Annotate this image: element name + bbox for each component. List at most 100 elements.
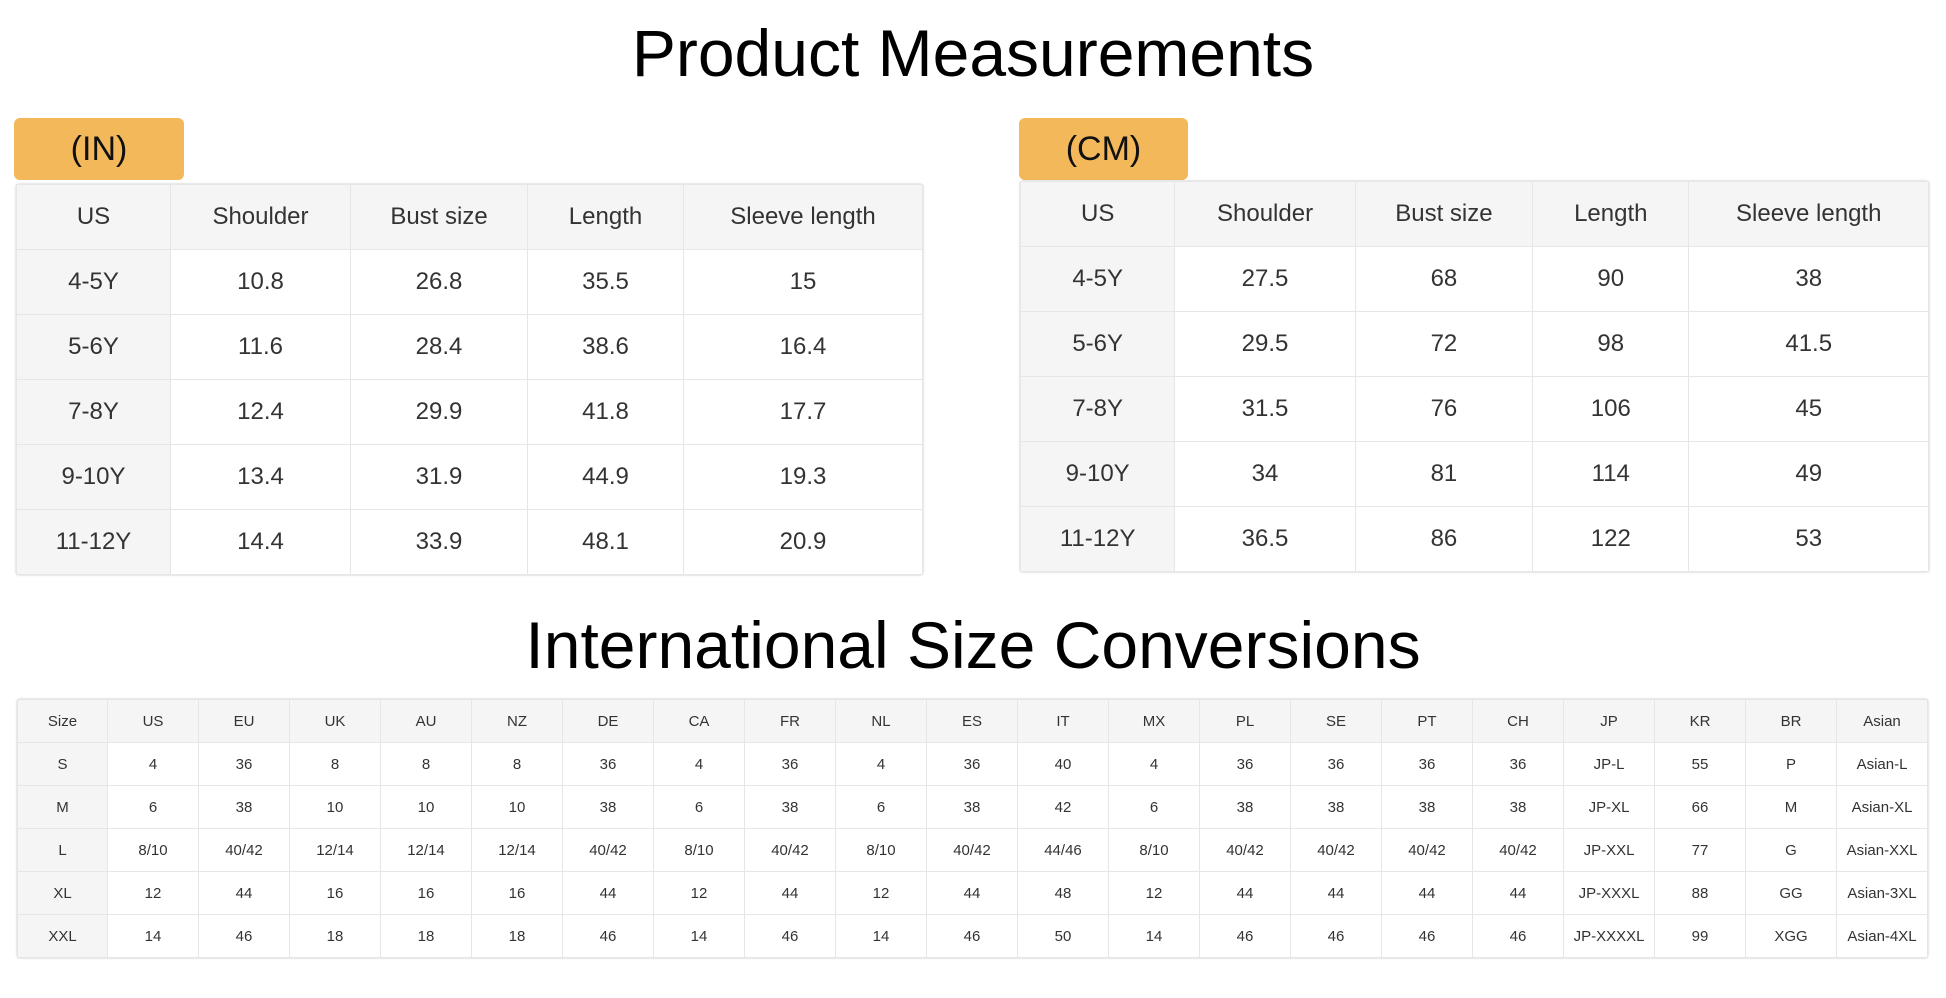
table-cell: JP-XXXL [1563,871,1655,915]
table-cell: 12/14 [380,828,472,872]
table-row: 11-12Y 36.5 86 122 53 [1019,506,1929,572]
table-row: L 8/10 40/42 12/14 12/14 12/14 40/42 8/10 40/42 8… [17,828,1928,872]
table-cell: 4 [653,742,745,786]
row-label: 9-10Y [1019,441,1176,507]
table-cell: 44 [198,871,290,915]
table-cell: 98 [1532,311,1690,377]
table-cell: 49 [1688,441,1929,507]
table-cell: 14 [835,914,927,958]
table-cell: 36 [1290,742,1382,786]
table-cell: 36 [1472,742,1564,786]
table-cell: 12/14 [289,828,381,872]
table-cell: 44 [1472,871,1564,915]
column-header: US [107,699,199,743]
column-header: KR [1654,699,1746,743]
table-cell: Asian-L [1836,742,1928,786]
column-header: PT [1381,699,1473,743]
table-cell: 38.6 [527,314,684,380]
row-label: 4-5Y [1019,246,1176,312]
row-label: 9-10Y [16,444,171,510]
table-cell: 40/42 [1199,828,1291,872]
column-header: MX [1108,699,1200,743]
table-cell: 12 [1108,871,1200,915]
table-cell: 46 [926,914,1018,958]
table-cell: 40/42 [744,828,836,872]
table-cell: 38 [562,785,654,829]
table-cell: 14 [1108,914,1200,958]
column-header: CH [1472,699,1564,743]
table-cell: 44/46 [1017,828,1109,872]
table-cell: 33.9 [350,509,528,575]
table-cell: 40 [1017,742,1109,786]
table-cell: 40/42 [562,828,654,872]
header-row: Size US EU UK AU NZ DE CA FR NL ES IT MX PL SE PT CH JP KR… [17,699,1928,743]
table-row: 5-6Y 29.5 72 98 41.5 [1019,311,1929,377]
column-header: Length [527,184,684,250]
table-cell: 38 [198,785,290,829]
table-row: 9-10Y 34 81 114 49 [1019,441,1929,507]
table-cell: 41.8 [527,379,684,445]
table-cell: 44 [1290,871,1382,915]
table-cell: 48 [1017,871,1109,915]
table-cell: 17.7 [683,379,923,445]
table-cell: 27.5 [1174,246,1356,312]
table-cell: 36 [926,742,1018,786]
table-cell: 44 [926,871,1018,915]
table-cell: 26.8 [350,249,528,315]
row-label: 11-12Y [1019,506,1176,572]
row-label: L [17,828,108,872]
table-cell: 114 [1532,441,1690,507]
column-header: Size [17,699,108,743]
table-cell: 38 [1290,785,1382,829]
table-cell: 40/42 [1472,828,1564,872]
table-cell: 16 [380,871,472,915]
table-cell: 44.9 [527,444,684,510]
table-cell: JP-XL [1563,785,1655,829]
row-label: XL [17,871,108,915]
table-row: S 4 36 8 8 8 36 4 36 4 36 40 4 36 36 36 36 JP-L 55 P Asian-L [17,742,1928,786]
table-cell: 29.9 [350,379,528,445]
table-cell: 40/42 [1381,828,1473,872]
centimeters-label: (CM) [1019,118,1188,180]
table-cell: 16.4 [683,314,923,380]
table-cell: 8 [471,742,563,786]
table-cell: 8/10 [835,828,927,872]
table-cell: 72 [1354,311,1534,377]
row-label: XXL [17,914,108,958]
table-cell: 99 [1654,914,1746,958]
table-cell: 18 [380,914,472,958]
table-cell: 36.5 [1174,506,1356,572]
table-cell: 20.9 [683,509,923,575]
table-cell: 16 [289,871,381,915]
table-cell: GG [1745,871,1837,915]
table-cell: 77 [1654,828,1746,872]
table-cell: 44 [1381,871,1473,915]
table-cell: 6 [653,785,745,829]
table-cell: 86 [1354,506,1534,572]
table-cell: 15 [683,249,923,315]
column-header: US [16,184,171,250]
row-label: 4-5Y [16,249,171,315]
table-cell: 12/14 [471,828,563,872]
table-cell: 90 [1532,246,1690,312]
table-cell: 36 [744,742,836,786]
table-cell: 68 [1354,246,1534,312]
table-cell: JP-XXL [1563,828,1655,872]
table-cell: 44 [1199,871,1291,915]
column-header: DE [562,699,654,743]
table-cell: 81 [1354,441,1534,507]
inches-label: (IN) [14,118,184,180]
table-cell: 42 [1017,785,1109,829]
table-cell: 18 [289,914,381,958]
column-header: SE [1290,699,1382,743]
table-cell: 6 [107,785,199,829]
table-cell: 35.5 [527,249,684,315]
table-cell: 38 [1472,785,1564,829]
column-header: ES [926,699,1018,743]
table-cell: 8/10 [1108,828,1200,872]
column-header: CA [653,699,745,743]
column-header: Bust size [1354,181,1534,247]
table-row: 7-8Y 31.5 76 106 45 [1019,376,1929,442]
row-label: 7-8Y [16,379,171,445]
table-cell: 12 [107,871,199,915]
